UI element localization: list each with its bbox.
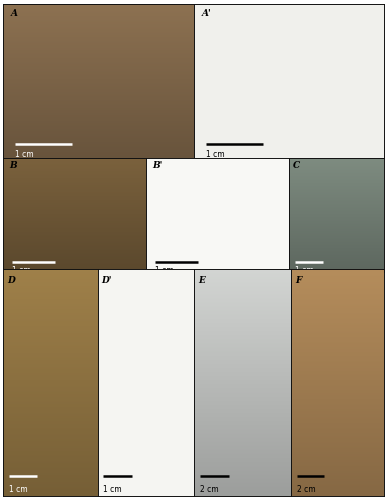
Text: D: D — [7, 276, 15, 285]
Text: B: B — [9, 162, 17, 170]
Text: E: E — [198, 276, 205, 285]
Text: D': D' — [101, 276, 112, 285]
Text: 2 cm: 2 cm — [296, 484, 315, 494]
Text: 1 cm: 1 cm — [155, 266, 173, 276]
Text: 1 cm: 1 cm — [15, 150, 33, 160]
Text: 1 cm: 1 cm — [9, 484, 27, 494]
Text: 2 cm: 2 cm — [200, 484, 219, 494]
Text: B': B' — [152, 162, 163, 170]
Text: 1 cm: 1 cm — [205, 150, 224, 160]
Text: C: C — [293, 162, 300, 170]
Text: 1 cm: 1 cm — [12, 266, 30, 276]
Text: A: A — [11, 8, 18, 18]
Text: 1 cm: 1 cm — [295, 266, 314, 276]
Text: F: F — [295, 276, 301, 285]
Text: 1 cm: 1 cm — [103, 484, 122, 494]
Text: A': A' — [202, 8, 212, 18]
